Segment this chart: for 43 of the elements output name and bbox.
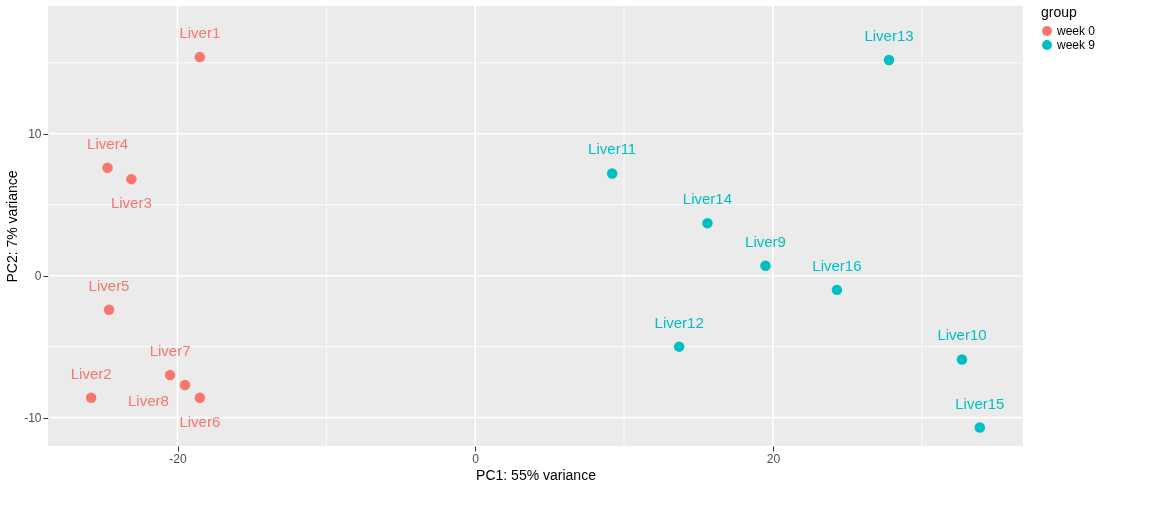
annotation: Liver13 [864, 26, 914, 44]
y-tick-label: 10 [28, 127, 42, 142]
point [126, 173, 137, 185]
annotation: Liver3 [110, 194, 152, 212]
x-tick-label: 0 [472, 451, 480, 466]
point [194, 392, 206, 403]
point [194, 51, 206, 63]
annotation: Liver1 [179, 24, 221, 42]
point [760, 260, 771, 271]
point [164, 369, 176, 381]
legend-label: week 9 [1056, 38, 1096, 52]
annotation: Liver2 [70, 364, 112, 382]
x-tick-label: -20 [169, 451, 187, 466]
annotation: Liver9 [745, 232, 786, 250]
legend-label: week 0 [1056, 24, 1096, 38]
annotation: Liver7 [149, 342, 191, 360]
point [974, 422, 986, 433]
y-tick-label: -10 [24, 411, 42, 426]
annotation: Liver8 [128, 391, 169, 409]
annotation: Liver4 [87, 134, 128, 152]
x-tick-label: 20 [766, 451, 781, 466]
point [103, 304, 115, 315]
x-axis-title: PC1: 55% variance [476, 466, 597, 483]
annotation: Liver11 [588, 140, 637, 158]
point [883, 54, 895, 66]
y-axis-title: PC2: 7% variance [4, 170, 21, 283]
annotation: Liver16 [812, 256, 862, 274]
annotation: Liver15 [955, 394, 1005, 412]
annotation: Liver12 [654, 313, 704, 331]
annotation: Liver6 [179, 412, 221, 430]
y-tick-label: 0 [34, 269, 42, 284]
point [85, 392, 97, 403]
legend-title: group [1041, 4, 1078, 20]
point [102, 162, 113, 174]
point [702, 217, 713, 229]
point [179, 379, 191, 391]
point [673, 341, 685, 352]
annotation: Liver14 [682, 190, 733, 208]
point [831, 284, 843, 296]
annotation: Liver5 [88, 276, 130, 294]
annotation: Liver10 [937, 326, 987, 344]
point [606, 168, 618, 179]
point [956, 354, 968, 365]
